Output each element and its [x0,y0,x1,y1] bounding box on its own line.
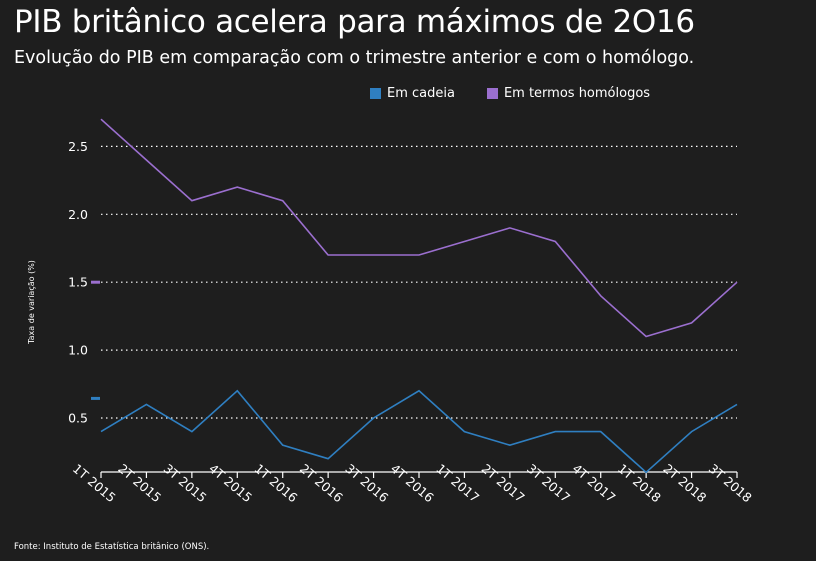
legend-swatch-cadeia [370,88,381,99]
y-axis-label: Taxa de variação (%) [27,260,36,345]
legend: Em cadeia Em termos homólogos [370,86,650,101]
series-line-homologos [100,118,738,338]
x-tick-label: 1T 2015 [70,461,119,506]
x-tick-label: 4T 2016 [388,461,437,506]
legend-label-cadeia: Em cadeia [387,86,455,101]
x-tick-label: 2T 2015 [115,461,164,506]
y-tick-label: 1.0 [68,343,88,358]
source-note: Fonte: Instituto de Estatística britânic… [14,542,210,552]
x-tick-label: 1T 2018 [615,461,664,506]
x-tick-label: 4T 2015 [206,461,255,506]
x-tick-label: 3T 2017 [524,461,573,506]
y-tick-label: 2.0 [68,207,88,222]
x-tick-label: 3T 2015 [161,461,210,506]
x-tick-label: 1T 2016 [252,461,301,506]
series-line-cadeia [100,389,738,474]
legend-item-cadeia: Em cadeia [370,86,455,101]
y-tick-label: 1.5 [68,275,88,290]
legend-swatch-homologos [486,88,498,99]
x-tick-label: 1T 2017 [433,461,482,506]
x-tick-label: 2T 2016 [297,461,346,506]
x-tick-label: 2T 2018 [660,461,709,506]
x-tick-label: 3T 2018 [706,461,755,506]
legend-label-homologos: Em termos homólogos [503,86,651,101]
chart-title: PIB britânico acelera para máximos de 2O… [14,4,695,40]
y-tick-label: 0.5 [68,411,88,426]
x-tick-label: 3T 2016 [342,461,391,506]
legend-item-homologos: Em termos homólogos [486,86,651,101]
chart-subtitle: Evolução do PIB em comparação com o trim… [14,48,695,68]
x-tick-label: 2T 2017 [479,461,528,506]
x-tick-label: 4T 2017 [570,461,619,506]
y-tick-label: 2.5 [68,139,88,154]
